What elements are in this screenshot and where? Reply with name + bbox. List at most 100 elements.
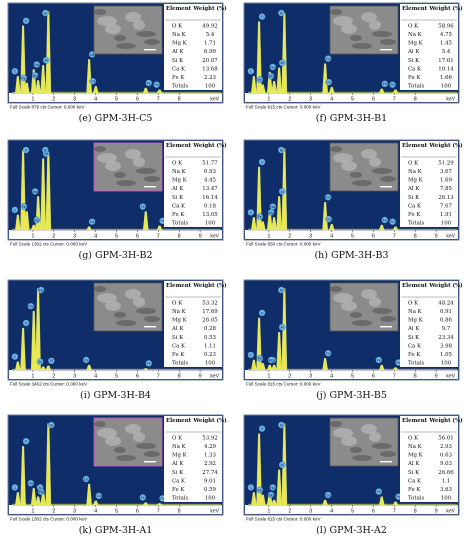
peak-label-marker bbox=[256, 213, 264, 220]
peak-label: Ca bbox=[84, 477, 89, 481]
micrograph-texture bbox=[330, 146, 342, 152]
peak-label-marker bbox=[42, 146, 49, 154]
table-weight-cell: 13.68 bbox=[202, 66, 218, 72]
table-weight-cell: 1.69 bbox=[440, 178, 453, 184]
table-element-cell: Totals bbox=[172, 221, 189, 227]
peak-label: Si bbox=[280, 288, 283, 292]
panel-caption: (j) GPM-3H-B5 bbox=[316, 390, 387, 401]
table-element-cell: Si K bbox=[408, 195, 420, 201]
peak-label-marker bbox=[324, 55, 332, 62]
peak-label: Si bbox=[50, 359, 53, 363]
peak-label: Na bbox=[28, 482, 33, 486]
peak-label: Al bbox=[281, 61, 284, 65]
x-tick-label: 3 bbox=[73, 509, 76, 515]
micrograph-texture bbox=[372, 168, 392, 174]
table-element-cell: Na K bbox=[172, 169, 187, 175]
peak-label-marker bbox=[36, 484, 44, 491]
peak-label: Fe bbox=[377, 490, 381, 494]
table-weight-cell: 4.29 bbox=[204, 444, 217, 450]
eds-panel: 1 2 3 4 5 6 7 8 keV Full Scale 815 cts Cursor: 0.… bbox=[243, 2, 463, 124]
micrograph-texture bbox=[330, 421, 342, 427]
peak-label: C bbox=[250, 486, 253, 490]
peak-label-marker bbox=[267, 491, 275, 499]
x-tick-label: 5 bbox=[351, 509, 354, 515]
table-element-cell: Al K bbox=[407, 461, 420, 467]
x-tick-label: 8 bbox=[414, 374, 417, 380]
table-element-cell: Ca K bbox=[408, 478, 422, 484]
peak-label: Al bbox=[281, 463, 284, 467]
full-scale-readout: Full Scale 815 cts Cursor: 0.000 keV bbox=[246, 517, 321, 522]
table-weight-cell: 100 bbox=[441, 496, 452, 502]
spectrum-baseline bbox=[12, 368, 221, 370]
peak-label-marker bbox=[258, 13, 266, 20]
peak-label: Ca bbox=[326, 352, 331, 356]
micrograph-texture bbox=[369, 157, 381, 167]
x-tick-label: 7 bbox=[393, 374, 396, 380]
panel-caption: (l) GPM-3H-A2 bbox=[316, 525, 387, 536]
peak-label-marker bbox=[42, 9, 49, 17]
micrograph-texture bbox=[97, 428, 117, 438]
table-header-weight: Weight (%) bbox=[428, 417, 463, 424]
peak-label: Fe bbox=[160, 497, 164, 501]
peak-label-marker bbox=[11, 206, 19, 214]
eds-panel: 1 2 3 4 5 6 7 8 9 keV Full Scale 815 cts Cursor: 0… bbox=[243, 279, 463, 401]
scale-bar bbox=[144, 326, 156, 328]
x-unit-label: keV bbox=[210, 234, 219, 240]
peak-label-marker bbox=[37, 286, 45, 294]
micrograph-texture bbox=[352, 455, 372, 461]
table-weight-cell: 27.74 bbox=[202, 470, 218, 476]
table-weight-cell: 0.59 bbox=[204, 487, 217, 493]
table-element-cell: Totals bbox=[408, 496, 425, 502]
peak-label: Ca bbox=[97, 494, 102, 498]
table-weight-cell: 100 bbox=[205, 221, 216, 227]
peak-label-marker bbox=[278, 461, 286, 469]
micrograph-texture bbox=[105, 161, 121, 171]
table-element-cell: Fe K bbox=[408, 352, 421, 358]
x-tick-label: 3 bbox=[73, 97, 76, 103]
x-tick-label: 5 bbox=[351, 234, 354, 240]
micrograph-texture bbox=[144, 39, 160, 45]
micrograph-texture bbox=[133, 432, 145, 442]
x-tick-label: 4 bbox=[330, 97, 333, 103]
micrograph-texture bbox=[114, 172, 126, 178]
x-tick-label: 4 bbox=[94, 97, 97, 103]
table-header-element: Element bbox=[402, 283, 428, 289]
element-table bbox=[400, 416, 458, 502]
micrograph-texture bbox=[350, 172, 362, 178]
x-unit-label: keV bbox=[210, 97, 219, 103]
table-weight-cell: 3.63 bbox=[440, 487, 453, 493]
peak-label-marker bbox=[325, 215, 333, 223]
micrograph-texture bbox=[105, 436, 121, 446]
x-tick-label: 1 bbox=[267, 374, 270, 380]
table-weight-cell: 48.24 bbox=[438, 300, 454, 306]
table-weight-cell: 49.92 bbox=[202, 23, 217, 29]
x-tick-label: 1 bbox=[267, 97, 270, 103]
micrograph-texture bbox=[125, 289, 141, 299]
table-element-cell: Totals bbox=[172, 496, 189, 502]
micrograph-texture bbox=[372, 443, 392, 449]
peak-label-marker bbox=[89, 77, 97, 85]
peak-label: Al bbox=[39, 486, 42, 490]
peak-label-marker bbox=[258, 309, 266, 317]
micrograph-texture bbox=[369, 20, 381, 30]
table-element-cell: Fe K bbox=[408, 212, 421, 218]
peak-label-marker bbox=[278, 421, 285, 429]
table-weight-cell: 0.93 bbox=[204, 169, 217, 175]
table-weight-cell: 100 bbox=[205, 84, 216, 90]
table-weight-cell: 17.61 bbox=[438, 58, 453, 64]
x-tick-label: 3 bbox=[309, 509, 312, 515]
peak-label: Fe bbox=[258, 215, 262, 219]
peak-label-marker bbox=[258, 158, 266, 166]
peak-label-marker bbox=[278, 59, 286, 67]
scale-bar bbox=[380, 326, 392, 328]
x-tick-label: 6 bbox=[136, 97, 139, 103]
x-tick-label: 5 bbox=[351, 374, 354, 380]
table-weight-cell: 13.05 bbox=[202, 212, 218, 218]
table-element-cell: O K bbox=[172, 23, 183, 29]
table-element-cell: Si K bbox=[408, 470, 420, 476]
peak-label: Fe bbox=[141, 205, 145, 209]
element-table bbox=[400, 4, 458, 90]
peak-label: Ca bbox=[327, 218, 332, 222]
micrograph-texture bbox=[133, 20, 145, 30]
scale-bar bbox=[144, 186, 156, 188]
